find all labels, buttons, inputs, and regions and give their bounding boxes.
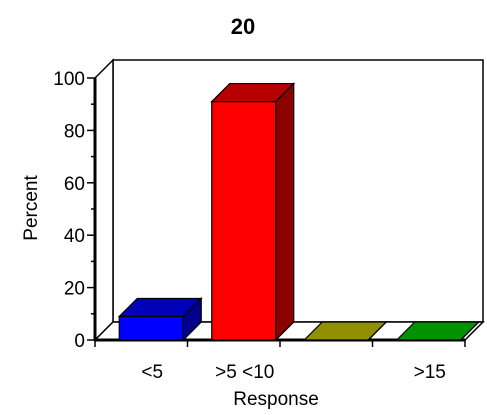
y-tick-label: 60	[64, 174, 85, 195]
bar	[302, 321, 388, 341]
bar-side	[460, 321, 480, 341]
y-tick-label: 80	[64, 121, 85, 142]
x-tick-label: >15	[414, 362, 446, 383]
x-tick-labels: <5 >5 <10 >15	[94, 340, 466, 383]
y-axis: 0 20 40 60 80 100	[53, 69, 97, 352]
y-tick-label: 20	[64, 279, 85, 300]
y-axis-label: Percent	[21, 175, 42, 241]
y-tick-label: 40	[64, 226, 85, 247]
bars	[117, 82, 481, 342]
x-tick-label: >5 <10	[215, 362, 274, 383]
bar-front	[211, 100, 277, 341]
x-tick-label: <5	[141, 362, 163, 383]
bar	[117, 296, 203, 342]
bar-side	[182, 296, 202, 342]
bar-side	[367, 321, 387, 341]
back-wall	[112, 59, 484, 323]
plot-frame	[93, 58, 485, 342]
x-axis-label: Response	[233, 389, 319, 410]
y-tick-label: 0	[74, 331, 85, 352]
bar	[210, 82, 296, 342]
y-tick-label: 100	[53, 69, 85, 90]
bar-front	[118, 315, 184, 341]
chart-title: 20	[231, 14, 255, 39]
left-wall	[94, 58, 114, 342]
bar	[395, 321, 481, 341]
bar-side	[275, 82, 295, 342]
